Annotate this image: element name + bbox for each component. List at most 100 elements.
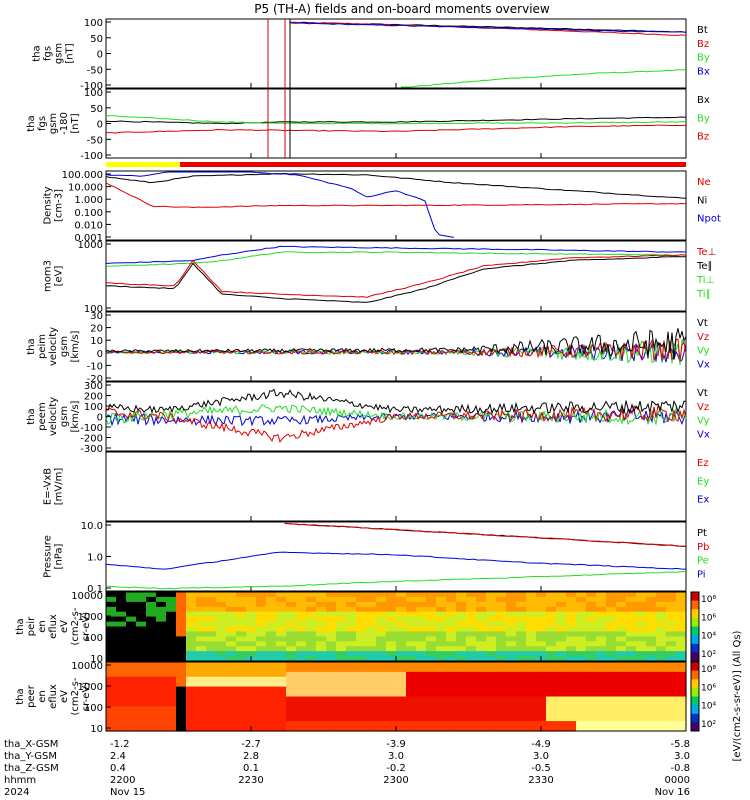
heatmap-cell: [546, 706, 557, 712]
heatmap-cell: [466, 651, 477, 657]
heatmap-cell: [276, 636, 287, 642]
heatmap-cell: [116, 681, 127, 688]
y-tick-label: 10.000: [68, 183, 103, 194]
heatmap-cell: [486, 596, 497, 603]
heatmap-cell: [206, 666, 217, 673]
heatmap-cell: [616, 606, 627, 613]
footer-value: 2200: [110, 775, 135, 786]
heatmap-cell: [296, 666, 307, 673]
heatmap-cell: [536, 706, 547, 712]
heatmap-cell: [496, 691, 507, 698]
footer-label-tha_Z-GSM: tha_Z-GSM: [4, 763, 59, 774]
heatmap-cell: [316, 651, 327, 657]
heatmap-cell: [116, 716, 127, 722]
heatmap-cell: [376, 646, 387, 652]
heatmap-cell: [626, 716, 637, 722]
heatmap-cell: [576, 662, 587, 668]
y-tick-label: -50: [87, 65, 103, 76]
colorbar-band: [691, 652, 699, 662]
heatmap-cell: [626, 671, 637, 678]
heatmap-cell: [206, 651, 217, 657]
heatmap-cell: [106, 606, 117, 613]
heatmap-cell: [656, 641, 667, 647]
heatmap-cell: [486, 592, 497, 598]
heatmap-cell: [256, 716, 267, 722]
heatmap-cell: [436, 681, 447, 688]
heatmap-cell: [516, 716, 527, 722]
heatmap-cell: [426, 656, 437, 662]
footer-value: -0.5: [531, 763, 551, 774]
heatmap-cell: [496, 686, 507, 693]
heatmap-cell: [486, 716, 497, 722]
heatmap-cell: [566, 651, 577, 657]
heatmap-cell: [556, 676, 567, 683]
y-axis-label: tha: [32, 45, 43, 61]
series-Vz: [105, 404, 687, 444]
footer-value: 2330: [528, 775, 553, 786]
heatmap-cell: [646, 656, 657, 662]
heatmap-cell: [186, 671, 197, 678]
heatmap-cell: [586, 601, 597, 608]
y-axis-label: tha: [15, 618, 26, 634]
heatmap-cell: [576, 611, 587, 618]
heatmap-cell: [466, 666, 477, 673]
heatmap-cell: [446, 646, 457, 652]
heatmap-cell: [466, 646, 477, 652]
heatmap-cell: [246, 596, 257, 603]
heatmap-cell: [676, 601, 687, 608]
heatmap-cell: [306, 616, 317, 623]
heatmap-cell: [106, 601, 117, 608]
heatmap-cell: [366, 631, 377, 637]
heatmap-cell: [236, 691, 247, 698]
heatmap-cell: [496, 592, 507, 598]
heatmap-cell: [506, 656, 517, 662]
heatmap-cell: [416, 662, 427, 668]
heatmap-cell: [446, 701, 457, 707]
y-tick-label: -10: [87, 361, 103, 372]
legend-Bt: Bt: [697, 25, 708, 36]
heatmap-cell: [376, 656, 387, 662]
heatmap-cell: [216, 656, 227, 662]
heatmap-cell: [336, 666, 347, 673]
heatmap-cell: [246, 662, 257, 668]
heatmap-cell: [506, 641, 517, 647]
heatmap-cell: [396, 651, 407, 657]
heatmap-cell: [256, 726, 267, 732]
heatmap-cell: [136, 696, 147, 702]
heatmap-cell: [566, 671, 577, 678]
heatmap-cell: [496, 662, 507, 668]
heatmap-cell: [156, 616, 167, 623]
heatmap-cell: [136, 711, 147, 717]
heatmap-cell: [416, 646, 427, 652]
heatmap-cell: [426, 641, 437, 647]
heatmap-cell: [616, 726, 627, 732]
heatmap-cell: [596, 706, 607, 712]
heatmap-cell: [246, 611, 257, 618]
heatmap-cell: [136, 606, 147, 613]
heatmap-cell: [316, 701, 327, 707]
heatmap-cell: [356, 696, 367, 702]
heatmap-cell: [656, 676, 667, 683]
heatmap-cell: [296, 651, 307, 657]
heatmap-cell: [436, 646, 447, 652]
heatmap-cell: [266, 626, 277, 632]
heatmap-cell: [296, 701, 307, 707]
heatmap-cell: [156, 726, 167, 732]
heatmap-cell: [546, 671, 557, 678]
legend-Pi: Pi: [697, 569, 706, 580]
heatmap-cell: [476, 621, 487, 628]
heatmap-cell: [276, 651, 287, 657]
heatmap-cell: [156, 681, 167, 688]
heatmap-cell: [516, 721, 527, 727]
heatmap-cell: [566, 686, 577, 693]
heatmap-cell: [306, 716, 317, 722]
heatmap-cell: [176, 616, 187, 623]
heatmap-cell: [336, 716, 347, 722]
heatmap-cell: [566, 596, 577, 603]
heatmap-cell: [176, 656, 187, 662]
heatmap-cell: [546, 681, 557, 688]
heatmap-cell: [446, 631, 457, 637]
y-axis-label: sr-eV): [81, 682, 92, 711]
